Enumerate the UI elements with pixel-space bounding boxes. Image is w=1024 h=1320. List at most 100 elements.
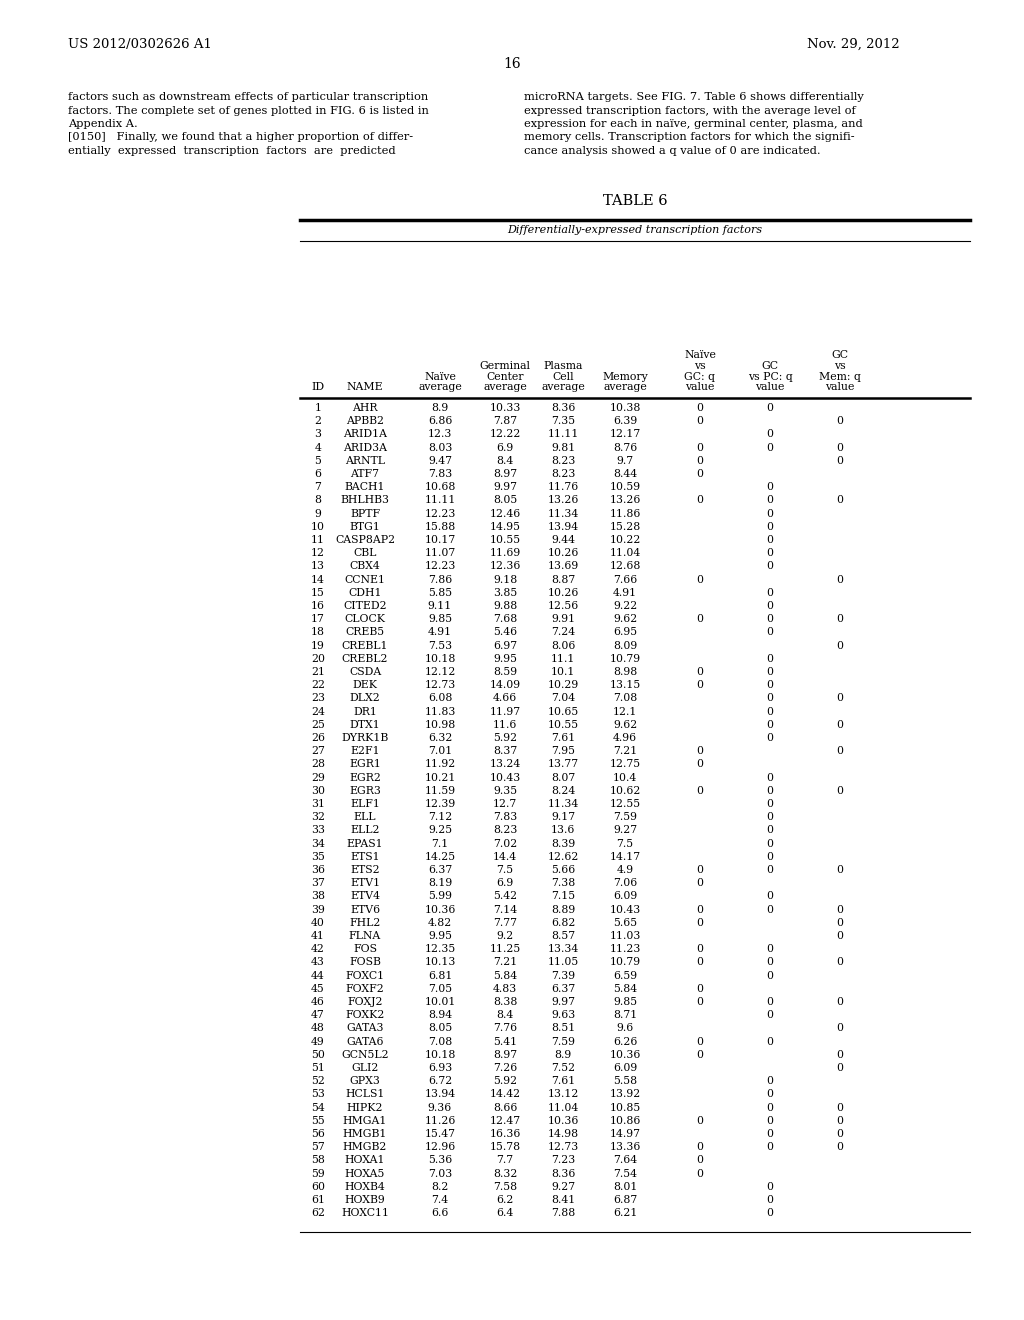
Text: 6.72: 6.72 xyxy=(428,1076,453,1086)
Text: 9.36: 9.36 xyxy=(428,1102,453,1113)
Text: 0: 0 xyxy=(696,785,703,796)
Text: 0: 0 xyxy=(767,944,773,954)
Text: 7.06: 7.06 xyxy=(613,878,637,888)
Text: BHLHB3: BHLHB3 xyxy=(341,495,389,506)
Text: 0: 0 xyxy=(837,442,844,453)
Text: 0: 0 xyxy=(767,601,773,611)
Text: 8.38: 8.38 xyxy=(493,997,517,1007)
Text: 0: 0 xyxy=(767,482,773,492)
Text: 8.06: 8.06 xyxy=(551,640,575,651)
Text: 5.92: 5.92 xyxy=(493,733,517,743)
Text: 10.26: 10.26 xyxy=(547,587,579,598)
Text: 10.18: 10.18 xyxy=(424,653,456,664)
Text: 7.26: 7.26 xyxy=(493,1063,517,1073)
Text: 8.41: 8.41 xyxy=(551,1195,575,1205)
Text: 0: 0 xyxy=(767,851,773,862)
Text: GATA6: GATA6 xyxy=(346,1036,384,1047)
Text: 9.47: 9.47 xyxy=(428,455,452,466)
Text: 10.22: 10.22 xyxy=(609,535,641,545)
Text: 7.04: 7.04 xyxy=(551,693,575,704)
Text: 0: 0 xyxy=(696,1115,703,1126)
Text: Center: Center xyxy=(486,371,523,381)
Text: NAME: NAME xyxy=(347,381,383,392)
Text: 13.69: 13.69 xyxy=(548,561,579,572)
Text: 5.99: 5.99 xyxy=(428,891,452,902)
Text: 57: 57 xyxy=(311,1142,325,1152)
Text: 8.4: 8.4 xyxy=(497,1010,514,1020)
Text: 7.54: 7.54 xyxy=(613,1168,637,1179)
Text: 4.9: 4.9 xyxy=(616,865,634,875)
Text: DEK: DEK xyxy=(352,680,378,690)
Text: 11.11: 11.11 xyxy=(424,495,456,506)
Text: 0: 0 xyxy=(767,442,773,453)
Text: 9.22: 9.22 xyxy=(613,601,637,611)
Text: 8.4: 8.4 xyxy=(497,455,514,466)
Text: 26: 26 xyxy=(311,733,325,743)
Text: 13.15: 13.15 xyxy=(609,680,641,690)
Text: HIPK2: HIPK2 xyxy=(347,1102,383,1113)
Text: Naïve: Naïve xyxy=(684,351,716,360)
Text: 0: 0 xyxy=(837,997,844,1007)
Text: 7.52: 7.52 xyxy=(551,1063,575,1073)
Text: 6.08: 6.08 xyxy=(428,693,453,704)
Text: 6.09: 6.09 xyxy=(613,891,637,902)
Text: 0: 0 xyxy=(837,785,844,796)
Text: Mem: q: Mem: q xyxy=(819,371,861,381)
Text: 52: 52 xyxy=(311,1076,325,1086)
Text: 0: 0 xyxy=(837,917,844,928)
Text: 10.01: 10.01 xyxy=(424,997,456,1007)
Text: vs: vs xyxy=(835,360,846,371)
Text: 13: 13 xyxy=(311,561,325,572)
Text: 6.97: 6.97 xyxy=(493,640,517,651)
Text: 12.22: 12.22 xyxy=(489,429,520,440)
Text: 10.38: 10.38 xyxy=(609,403,641,413)
Text: 5.36: 5.36 xyxy=(428,1155,453,1166)
Text: 0: 0 xyxy=(767,521,773,532)
Text: 55: 55 xyxy=(311,1115,325,1126)
Text: 0: 0 xyxy=(696,878,703,888)
Text: 41: 41 xyxy=(311,931,325,941)
Text: 36: 36 xyxy=(311,865,325,875)
Text: 8.23: 8.23 xyxy=(493,825,517,836)
Text: 8.97: 8.97 xyxy=(493,1049,517,1060)
Text: 12.17: 12.17 xyxy=(609,429,641,440)
Text: 10.43: 10.43 xyxy=(489,772,520,783)
Text: 9.7: 9.7 xyxy=(616,455,634,466)
Text: 0: 0 xyxy=(767,1142,773,1152)
Text: 8.07: 8.07 xyxy=(551,772,575,783)
Text: BTG1: BTG1 xyxy=(349,521,381,532)
Text: 7.68: 7.68 xyxy=(493,614,517,624)
Text: 10.86: 10.86 xyxy=(609,1115,641,1126)
Text: FOXK2: FOXK2 xyxy=(345,1010,385,1020)
Text: 13.94: 13.94 xyxy=(424,1089,456,1100)
Text: 8.03: 8.03 xyxy=(428,442,453,453)
Text: 10.79: 10.79 xyxy=(609,957,641,968)
Text: 12.55: 12.55 xyxy=(609,799,641,809)
Text: 0: 0 xyxy=(837,957,844,968)
Text: ETS1: ETS1 xyxy=(350,851,380,862)
Text: FOXC1: FOXC1 xyxy=(345,970,385,981)
Text: 7.08: 7.08 xyxy=(613,693,637,704)
Text: HOXA1: HOXA1 xyxy=(345,1155,385,1166)
Text: 0: 0 xyxy=(767,1195,773,1205)
Text: value: value xyxy=(756,381,784,392)
Text: 7.5: 7.5 xyxy=(616,838,634,849)
Text: 7.95: 7.95 xyxy=(551,746,575,756)
Text: 5.84: 5.84 xyxy=(493,970,517,981)
Text: 0: 0 xyxy=(767,561,773,572)
Text: 60: 60 xyxy=(311,1181,325,1192)
Text: 32: 32 xyxy=(311,812,325,822)
Text: 7.08: 7.08 xyxy=(428,1036,453,1047)
Text: 7.59: 7.59 xyxy=(613,812,637,822)
Text: FOXF2: FOXF2 xyxy=(346,983,384,994)
Text: Cell: Cell xyxy=(552,371,573,381)
Text: 11.23: 11.23 xyxy=(609,944,641,954)
Text: Plasma: Plasma xyxy=(544,360,583,371)
Text: 5.42: 5.42 xyxy=(493,891,517,902)
Text: 8.97: 8.97 xyxy=(493,469,517,479)
Text: 7.53: 7.53 xyxy=(428,640,452,651)
Text: 4.96: 4.96 xyxy=(613,733,637,743)
Text: 9.97: 9.97 xyxy=(551,997,575,1007)
Text: EPAS1: EPAS1 xyxy=(347,838,383,849)
Text: 0: 0 xyxy=(767,548,773,558)
